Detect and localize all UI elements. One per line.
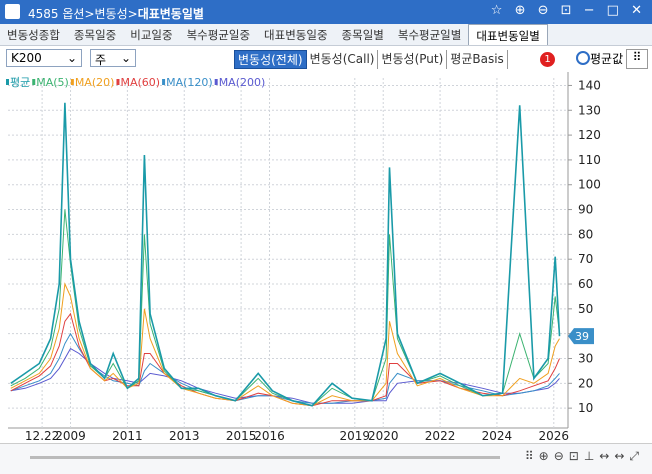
title-main: 대표변동일별 <box>137 7 204 21</box>
series-line <box>10 282 560 407</box>
legend-swatch <box>162 79 166 85</box>
legend-swatch <box>32 79 36 85</box>
axis-panel <box>568 72 652 444</box>
x-tick-label: 2015 <box>226 429 257 443</box>
tab[interactable]: 종목일중 <box>73 28 117 42</box>
legend-label: MA(60) <box>120 76 160 89</box>
period-select[interactable]: 주 ⌄ <box>90 49 136 67</box>
legend-label: MA(200) <box>219 76 266 89</box>
mode-button[interactable]: 평균Basis <box>447 50 508 69</box>
x-tick-label: 12.22 <box>25 429 59 443</box>
y-tick-label: 80 <box>578 227 593 241</box>
y-tick-label: 110 <box>578 153 601 167</box>
legend-label: 평균 <box>10 76 30 89</box>
mode-button[interactable]: 변동성(전체) <box>234 50 307 69</box>
badge: 1 <box>540 52 555 67</box>
y-tick-label: 70 <box>578 252 593 266</box>
average-toggle[interactable]: 평균값 <box>576 50 623 67</box>
x-tick-label: 2019 <box>340 429 371 443</box>
window-controls[interactable]: ☆ ⊕ ⊖ ⊡ − □ ✕ <box>490 3 646 18</box>
y-tick-label: 20 <box>578 376 593 390</box>
x-tick-label: 2016 <box>254 429 285 443</box>
current-value-marker <box>568 328 594 345</box>
x-tick-label: 2013 <box>169 429 200 443</box>
tab[interactable]: 복수평균일별 <box>397 28 462 42</box>
tab[interactable]: 비교일중 <box>130 28 173 42</box>
x-tick-label: 2026 <box>539 429 570 443</box>
x-tick-label: 2020 <box>368 429 399 443</box>
tab[interactable]: 대표변동일중 <box>264 28 328 42</box>
chart: 10203040506070809010011012013014012.2220… <box>6 72 652 444</box>
legend-swatch <box>6 79 9 85</box>
y-tick-label: 140 <box>578 78 601 92</box>
legend-swatch <box>116 79 120 85</box>
bottom-bar: ⠿⊕⊖⊡⊥↔↔⤢ <box>0 443 652 474</box>
y-tick-label: 30 <box>578 351 593 365</box>
mode-button[interactable]: 변동성(Call) <box>307 50 379 69</box>
screen-code: 4585 <box>28 7 59 21</box>
app-icon <box>5 4 20 19</box>
y-tick-label: 100 <box>578 178 601 192</box>
y-tick-label: 130 <box>578 103 601 117</box>
scrollbar[interactable] <box>30 456 500 459</box>
chart-tools[interactable]: ⠿⊕⊖⊡⊥↔↔⤢ <box>524 449 644 463</box>
x-tick-label: 2009 <box>55 429 86 443</box>
y-tick-label: 90 <box>578 203 593 217</box>
title-bar: 4585 옵션>변동성>대표변동일별 ☆ ⊕ ⊖ ⊡ − □ ✕ <box>0 0 652 24</box>
mode-button[interactable]: 변동성(Put) <box>378 50 448 69</box>
legend-label: MA(20) <box>75 76 115 89</box>
tab-bar: 변동성종합 종목일중 비교일중 복수평균일중 대표변동일중 종목일별 복수평균일별 대표변동일… <box>0 24 652 46</box>
series-line <box>10 347 560 404</box>
title-path: 옵션>변동성> <box>62 7 138 21</box>
series-line <box>10 209 560 407</box>
legend-label: MA(120) <box>166 76 213 89</box>
toggle-label: 평균값 <box>590 52 624 66</box>
legend-swatch <box>70 79 74 85</box>
tab[interactable]: 종목일별 <box>341 28 384 42</box>
underlying-value: K200 <box>11 51 42 65</box>
tab[interactable]: 변동성종합 <box>7 28 60 42</box>
x-tick-label: 2024 <box>482 429 513 443</box>
y-tick-label: 120 <box>578 128 601 142</box>
grid-button[interactable]: ⠿ <box>626 49 648 69</box>
tab[interactable]: 대표변동일별 <box>468 24 548 45</box>
underlying-select[interactable]: K200 ⌄ <box>6 49 82 67</box>
y-tick-label: 10 <box>578 401 593 415</box>
tab[interactable]: 복수평균일중 <box>186 28 251 42</box>
series-line <box>10 102 561 407</box>
legend-swatch <box>214 79 218 85</box>
period-value: 주 <box>95 53 107 67</box>
y-tick-label: 50 <box>578 302 593 316</box>
series-line <box>10 332 560 404</box>
mode-buttons: 변동성(전체) 변동성(Call) 변동성(Put) 평균Basis <box>234 50 508 69</box>
legend-label: MA(5) <box>36 76 69 89</box>
current-value-label: 39 <box>575 330 589 343</box>
y-tick-label: 60 <box>578 277 593 291</box>
x-tick-label: 2022 <box>425 429 456 443</box>
toolbar: K200 ⌄ 주 ⌄ 변동성(전체) 변동성(Call) 변동성(Put) 평균Basis… <box>0 46 652 72</box>
window-title: 4585 옵션>변동성>대표변동일별 <box>28 5 204 22</box>
x-tick-label: 2011 <box>112 429 143 443</box>
